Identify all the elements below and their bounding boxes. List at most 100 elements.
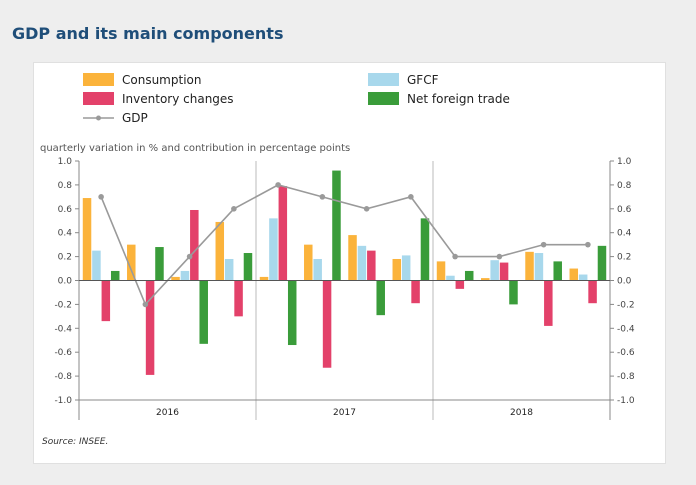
gdp-point	[363, 206, 370, 212]
bar-net-foreign-trade	[509, 280, 518, 305]
source-note: Source: INSEE.	[42, 437, 108, 447]
bar-net-foreign-trade	[420, 218, 430, 281]
legend-swatch-consumption	[83, 73, 114, 86]
gdp-point	[275, 182, 281, 188]
legend: Consumption Inventory changes GDP GFCF N…	[83, 73, 510, 125]
bar-net-foreign-trade	[332, 170, 341, 281]
bar-net-foreign-trade	[553, 261, 562, 281]
bar-consumption	[525, 251, 534, 281]
bar-inventory-changes	[101, 280, 111, 322]
bar-consumption	[171, 276, 180, 281]
y-tick-label-left: 0.6	[58, 205, 73, 215]
y-tick-label-right: 0.2	[617, 253, 631, 263]
y-tick-label-right: 0.4	[617, 229, 632, 239]
bar-inventory-changes	[234, 280, 243, 317]
bar-net-foreign-trade	[597, 245, 607, 281]
gdp-point	[98, 194, 104, 200]
y-tick-label-left: 0.8	[58, 181, 73, 191]
y-tick-label-left: -0.2	[54, 300, 72, 310]
legend-label-inventory: Inventory changes	[122, 92, 234, 106]
y-tick-label-left: -1.0	[54, 396, 72, 406]
bar-gfcf	[224, 258, 234, 281]
gdp-point	[142, 301, 149, 308]
chart-subtitle: quarterly variation in % and contributio…	[40, 143, 350, 154]
gdp-point	[231, 206, 237, 212]
bar-inventory-changes	[455, 280, 465, 289]
grid	[255, 161, 434, 420]
gdp-point	[496, 253, 503, 260]
y-tick-label-right: 0.0	[617, 277, 632, 287]
gdp-point	[540, 241, 547, 248]
chart-title: GDP and its main components	[12, 24, 284, 43]
axes: 1.0 1.0 0.8 0.8 0.6 0.6 0.4 0.4 0.2 0.2 0.0 0.0 -0.2…	[54, 157, 635, 420]
bar-gfcf	[446, 275, 455, 281]
legend-label-gdp: GDP	[122, 111, 148, 125]
bar-inventory-changes	[499, 262, 509, 281]
y-tick-label-left: -0.6	[54, 348, 72, 358]
bar-gfcf	[490, 260, 499, 281]
y-tick-label-right: -0.2	[617, 300, 635, 310]
year-label: 2016	[156, 408, 179, 418]
y-tick-label-left: 0.2	[58, 253, 72, 263]
legend-marker-gdp	[96, 115, 101, 121]
y-tick-label-left: -0.8	[54, 372, 72, 382]
y-tick-label-left: 1.0	[58, 157, 73, 167]
bar-inventory-changes	[411, 280, 420, 304]
chart-canvas: Consumption Inventory changes GDP GFCF N…	[40, 73, 635, 447]
bar-consumption	[127, 244, 136, 281]
gdp-line	[100, 184, 588, 306]
bar-gfcf	[401, 255, 411, 281]
gdp-series	[98, 182, 591, 308]
y-tick-label-right: -0.6	[617, 348, 635, 358]
bar-consumption	[392, 258, 402, 281]
bar-net-foreign-trade	[110, 270, 120, 281]
legend-label-net-trade: Net foreign trade	[407, 92, 510, 106]
bar-inventory-changes	[544, 280, 553, 326]
gdp-point	[319, 194, 326, 200]
bar-gfcf	[180, 270, 190, 281]
bar-net-foreign-trade	[243, 253, 253, 281]
bar-gfcf	[357, 245, 367, 281]
bar-consumption	[481, 278, 490, 281]
bar-gfcf	[313, 258, 322, 281]
bar-net-foreign-trade	[155, 247, 164, 281]
bar-inventory-changes	[367, 250, 376, 281]
bar-inventory-changes	[190, 209, 199, 281]
bar-gfcf	[578, 274, 588, 281]
year-label: 2018	[510, 408, 533, 418]
bar-consumption	[82, 198, 92, 281]
bars	[82, 170, 607, 375]
year-label: 2017	[333, 408, 356, 418]
y-tick-label-left: 0.4	[58, 229, 73, 239]
bar-inventory-changes	[588, 280, 597, 304]
bar-net-foreign-trade	[287, 280, 297, 346]
y-tick-label-right: -1.0	[617, 396, 635, 406]
bar-inventory-changes	[278, 186, 288, 281]
bar-gfcf	[92, 250, 101, 281]
bar-consumption	[436, 261, 446, 281]
legend-label-gfcf: GFCF	[407, 73, 439, 87]
legend-label-consumption: Consumption	[122, 73, 201, 87]
bar-net-foreign-trade	[464, 270, 474, 281]
legend-swatch-gfcf	[368, 73, 399, 86]
bar-consumption	[304, 244, 313, 281]
y-tick-label-left: 0.0	[58, 277, 73, 287]
bar-consumption	[569, 268, 579, 281]
gdp-point	[452, 253, 458, 260]
bar-net-foreign-trade	[376, 280, 385, 316]
legend-swatch-inventory	[83, 92, 114, 105]
gdp-point	[585, 241, 591, 248]
bar-gfcf	[269, 218, 278, 281]
y-tick-label-right: 1.0	[617, 157, 632, 167]
bar-consumption	[348, 235, 357, 281]
y-tick-label-right: -0.8	[617, 372, 635, 382]
bar-inventory-changes	[145, 280, 155, 375]
bar-gfcf	[534, 253, 544, 281]
y-tick-label-right: 0.8	[617, 181, 632, 191]
y-tick-label-right: -0.4	[617, 324, 635, 334]
y-tick-label-left: -0.4	[54, 324, 72, 334]
bar-consumption	[259, 276, 269, 281]
gdp-point	[186, 253, 193, 260]
gdp-point	[408, 194, 414, 200]
legend-swatch-net-trade	[368, 92, 399, 105]
